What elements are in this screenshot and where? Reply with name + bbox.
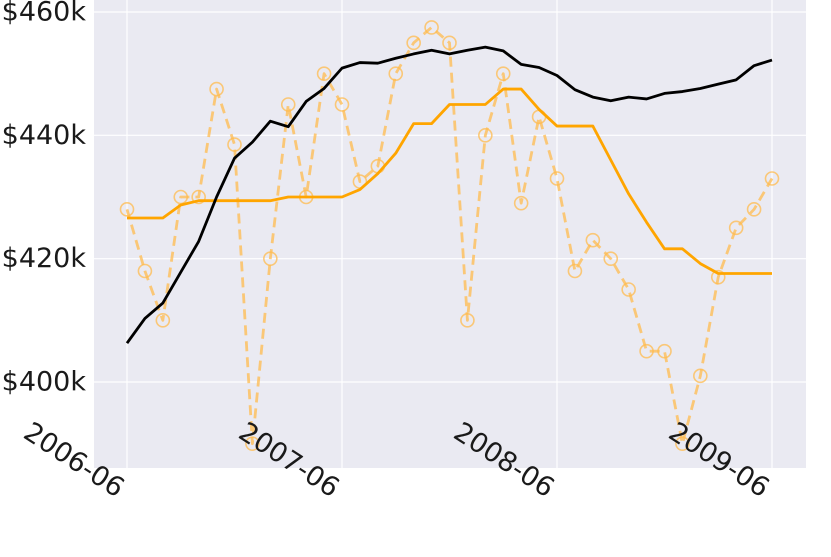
series-marker (657, 343, 672, 359)
series-marker (209, 81, 224, 97)
y-axis-ticks: $400k $420k $440k $460k (2, 0, 87, 398)
series-marker (155, 313, 171, 328)
y-tick-label: $440k (2, 120, 87, 151)
series-marker (173, 189, 189, 205)
y-tick-label: $460k (2, 0, 87, 28)
series-marker (513, 195, 529, 211)
series-marker (119, 202, 135, 217)
series-marker (227, 137, 242, 152)
series-marker (263, 251, 278, 266)
series-marker (442, 35, 457, 51)
series-line-2 (125, 45, 773, 344)
series-marker (585, 232, 601, 248)
plot-background (94, 0, 806, 468)
series-marker (621, 282, 636, 297)
series-marker (245, 436, 260, 451)
series-marker (460, 313, 475, 328)
series-marker (334, 97, 350, 112)
series-line-0 (125, 26, 774, 446)
series-marker (388, 66, 404, 81)
series-marker (764, 171, 780, 186)
series-marker (710, 269, 726, 285)
y-tick-label: $400k (2, 367, 87, 398)
series-marker (567, 263, 583, 279)
series-line-1 (127, 87, 772, 275)
series-marker (639, 343, 654, 359)
y-tick-label: $420k (2, 243, 87, 274)
series-marker (406, 35, 421, 51)
series-marker (495, 66, 511, 81)
series-marker (728, 220, 744, 236)
series-marker (478, 128, 493, 143)
series-marker (191, 189, 206, 205)
series-marker (280, 97, 296, 112)
series-marker (746, 202, 762, 217)
series-marker (603, 251, 619, 266)
series-marker (549, 171, 565, 186)
series-marker (316, 66, 332, 81)
series-marker (137, 263, 153, 279)
series-layer (119, 20, 780, 451)
gridlines (94, 0, 806, 468)
series-marker (424, 20, 439, 35)
series-marker (693, 368, 708, 384)
series-marker (675, 436, 690, 451)
